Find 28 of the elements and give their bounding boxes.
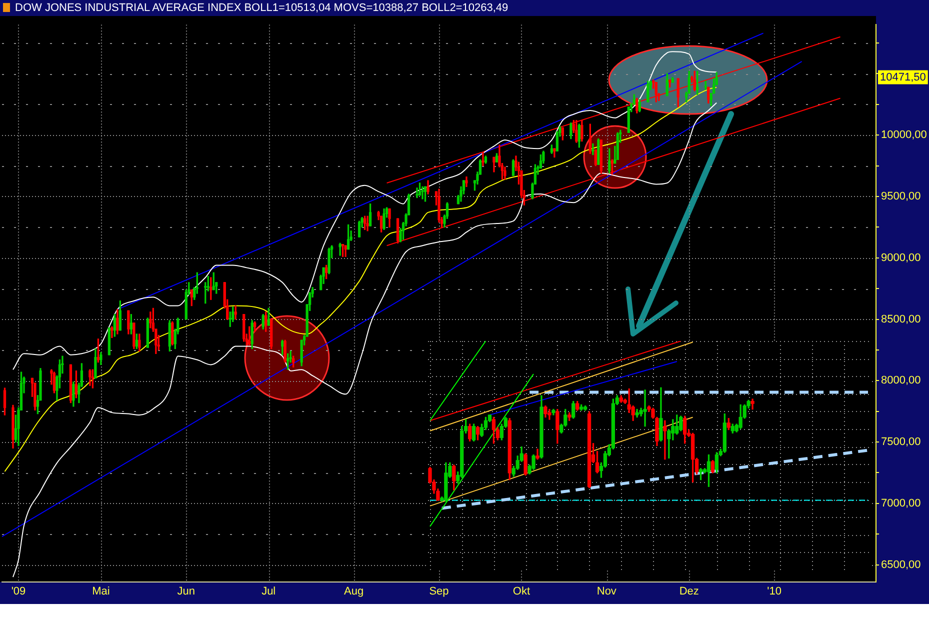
x-tick-label: Nov <box>596 586 617 598</box>
y-tick-label: 8000,00 <box>881 374 921 387</box>
line-series <box>12 102 718 578</box>
candlestick <box>421 186 424 200</box>
x-tick-label: Dez <box>679 586 699 598</box>
y-tick-label: 9000,00 <box>881 252 921 264</box>
y-tick-label: 10000,00 <box>881 129 927 142</box>
x-tick-label: Aug <box>344 586 364 598</box>
x-tick-label: Mai <box>92 586 110 598</box>
y-tick-label: 7000,00 <box>881 497 921 510</box>
y-tick-label: 8500,00 <box>881 313 921 326</box>
candlestick <box>663 420 667 460</box>
y-tick-label: 7500,00 <box>881 436 921 448</box>
x-tick-label: Sep <box>429 586 449 598</box>
candlestick <box>643 390 647 427</box>
x-tick-label: Jul <box>262 586 276 598</box>
candlestick <box>482 152 484 166</box>
y-tick-label: 6500,00 <box>881 558 921 571</box>
chart-title: DOW JONES INDUSTRIAL AVERAGE INDEX BOLL1=10513,04 MOVS=10388,27 BOLL2=10263,49 <box>15 1 508 15</box>
line-series <box>12 51 718 370</box>
x-tick-label: '10 <box>767 586 782 598</box>
x-tick-label: Jun <box>177 586 196 598</box>
candlestick <box>366 216 369 232</box>
x-tick-label: '09 <box>11 586 26 598</box>
y-tick-label: 9500,00 <box>881 190 921 203</box>
text: 10471,50 <box>880 72 926 84</box>
line-series <box>4 86 718 472</box>
x-tick-label: Okt <box>512 586 530 598</box>
